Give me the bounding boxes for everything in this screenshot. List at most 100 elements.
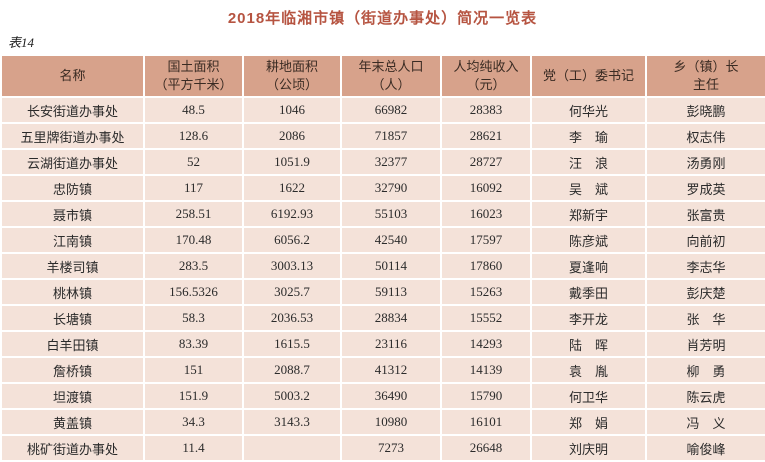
table-cell: 5003.2: [242, 382, 342, 410]
table-row: 白羊田镇 83.39 1615.5 23116 14293 陆 晖肖芳明: [0, 330, 765, 358]
header-line: 乡（镇）长: [673, 59, 739, 74]
table-cell: 55103: [340, 200, 442, 228]
table-cell: 58.3: [143, 304, 244, 332]
header-line: 耕地面积: [265, 59, 318, 74]
table-cell: 李志华: [645, 252, 765, 280]
table-number-label: 表14: [8, 35, 35, 50]
table-cell: 42540: [340, 226, 442, 254]
table-cell: 50114: [340, 252, 442, 280]
table-cell: 32790: [340, 174, 442, 202]
table-cell: 詹桥镇: [0, 356, 145, 384]
table-cell: [242, 434, 342, 462]
table-cell: 41312: [340, 356, 442, 384]
table-cell: 1615.5: [242, 330, 342, 358]
table-body: 长安街道办事处 48.5 1046 66982 28383 何华光 彭晓鹏 五里牌街道办事处 1…: [0, 96, 765, 462]
table-cell: 坦渡镇: [0, 382, 145, 410]
table-cell: 桃矿街道办事处: [0, 434, 145, 462]
table-cell: 15263: [440, 278, 532, 306]
table-cell: 喻俊峰: [645, 434, 765, 462]
header-line: （元）: [466, 77, 506, 92]
overview-table: 名称 国土面积 （平方千米） 耕地面积 （公顷） 年末总人口 （人） 人均纯收入 （元） 党（工）…: [0, 54, 765, 462]
table-cell: 张富贵: [645, 200, 765, 228]
table-cell: 83.39: [143, 330, 244, 358]
table-cell: 23116: [340, 330, 442, 358]
table-cell: 128.6: [143, 122, 244, 150]
table-cell: 3025.7: [242, 278, 342, 306]
table-cell: 桃林镇: [0, 278, 145, 306]
table-cell: 258.51: [143, 200, 244, 228]
table-cell: 11.4: [143, 434, 244, 462]
table-cell: 10980: [340, 408, 442, 436]
table-cell: 17860: [440, 252, 532, 280]
table-cell: 长塘镇: [0, 304, 145, 332]
table-cell: 袁 胤: [530, 356, 647, 384]
table-cell: 283.5: [143, 252, 244, 280]
table-cell: 聂市镇: [0, 200, 145, 228]
table-cell: 34.3: [143, 408, 244, 436]
table-cell: 28834: [340, 304, 442, 332]
table-cell: 肖芳明: [645, 330, 765, 358]
table-cell: 汪 浪: [530, 148, 647, 176]
header-cell-1: 国土面积 （平方千米）: [143, 54, 244, 98]
table-cell: 江南镇: [0, 226, 145, 254]
table-row: 坦渡镇 151.9 5003.2 36490 15790 何卫华 陈云虎: [0, 382, 765, 410]
table-cell: 夏逢响: [530, 252, 647, 280]
table-cell: 戴季田: [530, 278, 647, 306]
header-line: 国土面积: [167, 59, 220, 74]
table-cell: 14293: [440, 330, 532, 358]
table-cell: 彭晓鹏: [645, 96, 765, 124]
table-cell: 2086: [242, 122, 342, 150]
table-cell: 柳 勇: [645, 356, 765, 384]
table-row: 桃矿街道办事处 11.4 7273 26648 刘庆明 喻俊峰: [0, 434, 765, 462]
table-header-row: 名称 国土面积 （平方千米） 耕地面积 （公顷） 年末总人口 （人） 人均纯收入 （元） 党（工）…: [0, 54, 765, 98]
table-cell: 陈云虎: [645, 382, 765, 410]
header-line: （平方千米）: [154, 77, 233, 92]
table-cell: 刘庆明: [530, 434, 647, 462]
table-cell: 15790: [440, 382, 532, 410]
table-cell: 52: [143, 148, 244, 176]
table-cell: 黄盖镇: [0, 408, 145, 436]
table-cell: 长安街道办事处: [0, 96, 145, 124]
header-line: （公顷）: [265, 77, 318, 92]
table-cell: 白羊田镇: [0, 330, 145, 358]
table-cell: 2088.7: [242, 356, 342, 384]
page-title: 2018年临湘市镇（街道办事处）简况一览表: [227, 10, 538, 27]
table-cell: 汤勇刚: [645, 148, 765, 176]
table-cell: 16023: [440, 200, 532, 228]
header-cell-6: 乡（镇）长主任: [645, 54, 765, 98]
table-cell: 7273: [340, 434, 442, 462]
header-line: 年末总人口: [358, 59, 424, 74]
table-cell: 71857: [340, 122, 442, 150]
table-cell: 66982: [340, 96, 442, 124]
header-line: 主任: [692, 77, 719, 92]
header-cell-2: 耕地面积 （公顷）: [242, 54, 342, 98]
table-cell: 3003.13: [242, 252, 342, 280]
table-cell: 2036.53: [242, 304, 342, 332]
table-cell: 罗成英: [645, 174, 765, 202]
table-cell: 1051.9: [242, 148, 342, 176]
table-cell: 28383: [440, 96, 532, 124]
table-row: 忠防镇 117 1622 32790 16092 吴 斌罗成英: [0, 174, 765, 202]
table-cell: 郑新宇: [530, 200, 647, 228]
table-cell: 李 瑜: [530, 122, 647, 150]
table-cell: 151.9: [143, 382, 244, 410]
table-row: 云湖街道办事处 52 1051.9 32377 28727 汪 浪汤勇刚: [0, 148, 765, 176]
table-cell: 59113: [340, 278, 442, 306]
table-cell: 16101: [440, 408, 532, 436]
table-cell: 郑 娟: [530, 408, 647, 436]
table-cell: 羊楼司镇: [0, 252, 145, 280]
table-row: 长安街道办事处 48.5 1046 66982 28383 何华光 彭晓鹏: [0, 96, 765, 124]
table-cell: 何卫华: [530, 382, 647, 410]
table-cell: 权志伟: [645, 122, 765, 150]
header-cell-5: 党（工）委书记: [530, 54, 647, 98]
table-cell: 陆 晖: [530, 330, 647, 358]
table-cell: 云湖街道办事处: [0, 148, 145, 176]
table-cell: 17597: [440, 226, 532, 254]
table-cell: 26648: [440, 434, 532, 462]
table-cell: 吴 斌: [530, 174, 647, 202]
table-row: 长塘镇 58.3 2036.53 28834 15552 李开龙张 华: [0, 304, 765, 332]
table-cell: 28621: [440, 122, 532, 150]
table-cell: 陈彦斌: [530, 226, 647, 254]
table-cell: 冯 义: [645, 408, 765, 436]
